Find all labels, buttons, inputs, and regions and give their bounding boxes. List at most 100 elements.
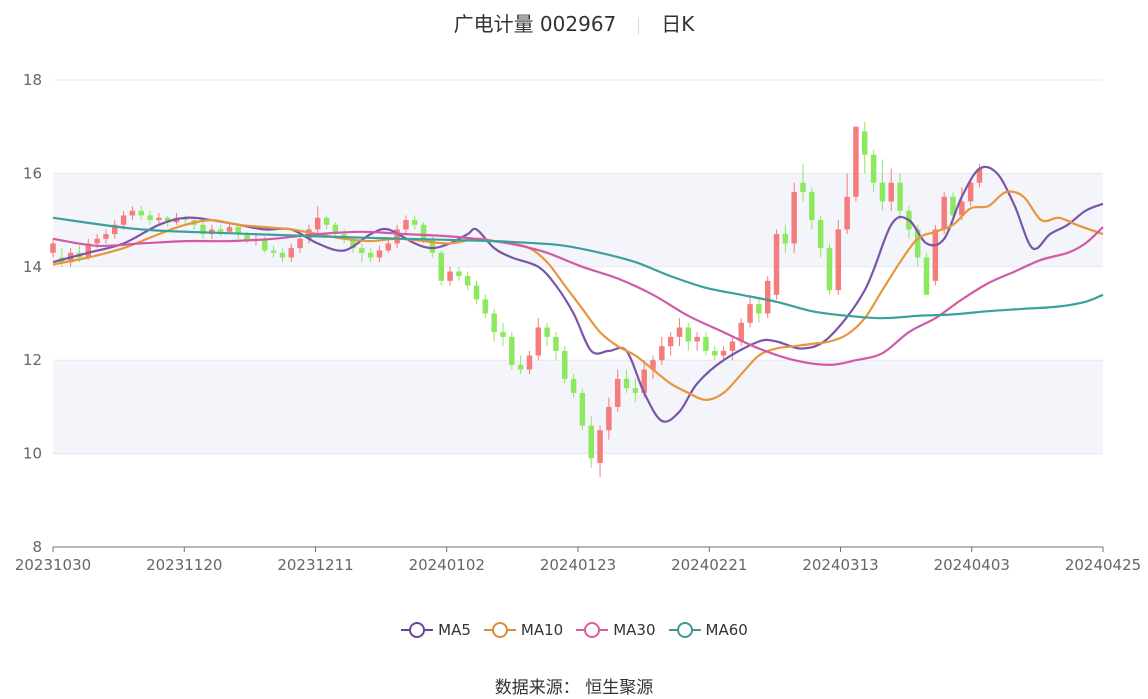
candle-body [685, 327, 692, 342]
candle-body [323, 217, 330, 225]
kline-chart: 8 10 12 14 16 18 20231030 20231120 20231211 20240… [15, 71, 1141, 574]
chart-title: 广电计量 002967 日K [0, 8, 1148, 37]
candle [535, 318, 542, 361]
candle-body [870, 154, 877, 183]
y-tick-label: 18 [23, 71, 42, 89]
candle [703, 332, 709, 356]
candle-body [420, 224, 427, 239]
x-tick-label: 20231211 [277, 556, 353, 574]
candle [773, 229, 780, 300]
candle-body [473, 285, 480, 300]
candle [500, 322, 506, 347]
candle [923, 252, 930, 295]
candle [685, 322, 692, 351]
legend-item-ma30[interactable]: MA30 [575, 620, 656, 640]
period-label: 日K [661, 12, 695, 36]
candle [720, 346, 727, 361]
candle-body [447, 271, 453, 281]
candle [694, 332, 700, 351]
candle-body [888, 182, 894, 202]
candle-body [950, 196, 956, 216]
candle [129, 206, 136, 221]
candle [941, 192, 947, 235]
candle-body [826, 248, 833, 291]
candle-body [959, 201, 965, 216]
candle [835, 220, 842, 295]
candle [156, 213, 162, 225]
candle-body [526, 355, 533, 370]
legend: MA5 MA10 MA30 MA60 [0, 620, 1148, 644]
legend-item-ma60[interactable]: MA60 [668, 620, 748, 640]
candle [235, 224, 242, 239]
candle [606, 397, 612, 440]
legend-label: MA10 [520, 621, 564, 639]
candle-body [897, 182, 903, 211]
candle [438, 250, 444, 286]
candle-body [332, 224, 339, 235]
legend-item-ma5[interactable]: MA5 [400, 620, 471, 640]
legend-label: MA5 [438, 621, 471, 639]
candle [791, 182, 797, 253]
candle [297, 234, 303, 253]
candle-body [262, 238, 268, 251]
candle-body [862, 131, 868, 155]
candle [950, 192, 956, 221]
candle [279, 248, 286, 263]
candle [764, 276, 771, 319]
data-source: 数据来源： 恒生聚源 [0, 673, 1148, 698]
candle [270, 245, 277, 258]
legend-item-ma10[interactable]: MA10 [483, 620, 563, 640]
candle [103, 229, 109, 244]
candle-body [747, 304, 753, 323]
candle [729, 336, 736, 361]
legend-marker-icon [576, 622, 609, 638]
candle-body [129, 210, 136, 216]
candle [879, 159, 886, 211]
candle [517, 355, 524, 375]
candle-body [112, 224, 118, 235]
candle-body [535, 327, 542, 356]
candle-body [667, 336, 674, 347]
candle [632, 378, 639, 403]
candle [544, 322, 550, 347]
candle [659, 336, 665, 365]
candle [756, 299, 762, 323]
candle-body [817, 220, 824, 249]
candle-body [967, 182, 974, 202]
candle-body [729, 341, 736, 351]
candle-body [376, 250, 383, 258]
candle-body [288, 248, 294, 258]
y-tick-label: 10 [23, 445, 42, 463]
candle [853, 126, 859, 202]
candle [394, 224, 400, 249]
candle [464, 271, 471, 291]
candle-body [932, 229, 939, 281]
candle-body [914, 229, 921, 258]
candle-body [738, 322, 744, 342]
candle [870, 150, 877, 193]
candle [456, 266, 462, 281]
candle-body [359, 248, 365, 253]
candle [932, 224, 939, 286]
candle [579, 388, 586, 431]
candle-body [588, 425, 594, 459]
candle-body [844, 196, 850, 230]
candle [597, 425, 603, 477]
candle-body [438, 252, 444, 281]
candle-body [120, 215, 127, 225]
x-tick-label: 20240123 [540, 556, 616, 574]
candle [553, 332, 559, 361]
candle-body [720, 350, 727, 356]
title-separator [638, 16, 640, 35]
grid-band [53, 360, 1103, 454]
candle-body [676, 327, 683, 337]
axis-layer: 8 10 12 14 16 18 20231030 20231120 20231211 20240… [15, 71, 1141, 574]
candle [482, 294, 489, 319]
candle-body [835, 229, 842, 291]
candle [650, 355, 656, 379]
candle [509, 332, 515, 370]
candle-body [712, 350, 718, 356]
source-name: 恒生聚源 [585, 678, 654, 698]
candle [888, 168, 894, 211]
candle-body [394, 229, 400, 244]
